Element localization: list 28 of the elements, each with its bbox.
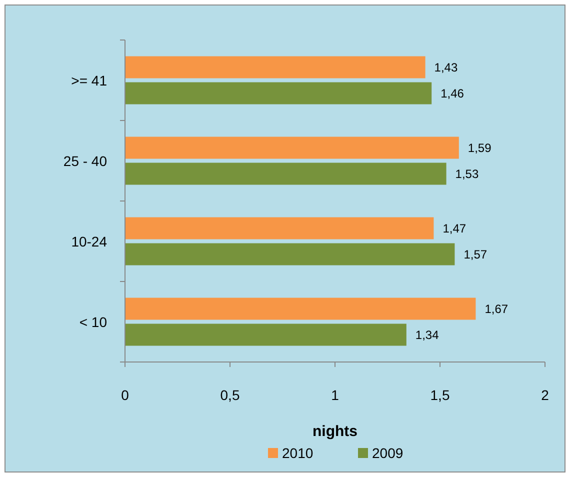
bar bbox=[125, 56, 426, 78]
legend-label: 2009 bbox=[372, 445, 404, 461]
x-tick-label: 2 bbox=[541, 387, 550, 403]
x-tick-label: 0 bbox=[121, 387, 130, 403]
data-label: 1,34 bbox=[415, 328, 440, 342]
bar bbox=[125, 243, 455, 266]
data-label: 1,59 bbox=[468, 140, 492, 155]
data-label: 1,67 bbox=[484, 302, 508, 316]
bar bbox=[125, 217, 434, 240]
y-tick-label: 10-24 bbox=[71, 233, 108, 250]
legend-label: 2010 bbox=[282, 445, 314, 461]
data-label: 1,53 bbox=[455, 166, 479, 181]
data-label: 1,46 bbox=[440, 86, 464, 100]
bar bbox=[125, 82, 432, 104]
y-tick-label: 25 - 40 bbox=[63, 152, 108, 169]
data-label: 1,57 bbox=[464, 247, 488, 262]
x-tick-label: 1,5 bbox=[430, 387, 450, 403]
x-axis-title: nights bbox=[312, 423, 358, 440]
bar bbox=[125, 324, 406, 346]
x-tick-label: 0,5 bbox=[220, 387, 240, 403]
bar bbox=[125, 298, 476, 320]
y-tick-label: < 10 bbox=[79, 314, 108, 330]
data-label: 1,47 bbox=[442, 221, 466, 236]
x-tick-label: 1 bbox=[331, 387, 340, 403]
bar bbox=[125, 136, 459, 159]
data-label: 1,43 bbox=[434, 60, 458, 74]
bar bbox=[125, 162, 446, 185]
y-tick-label: >= 41 bbox=[71, 72, 108, 88]
